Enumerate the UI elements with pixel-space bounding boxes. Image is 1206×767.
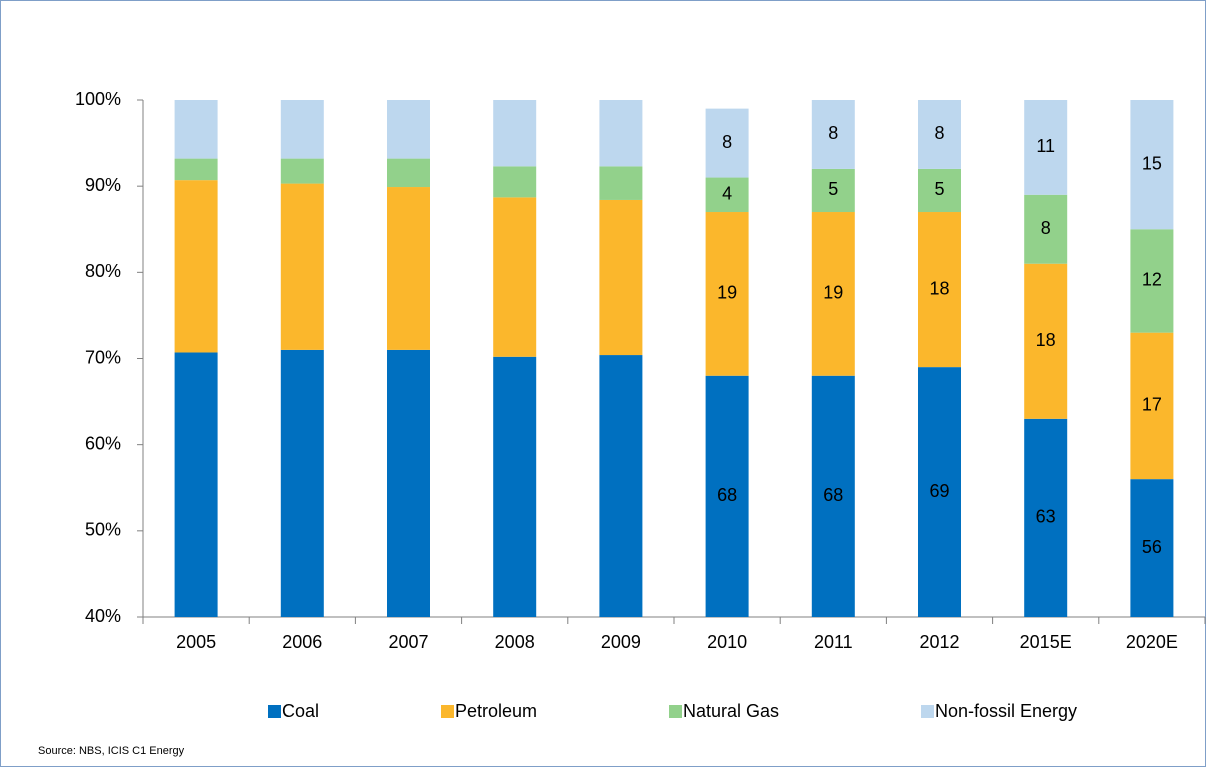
- bar-segment: [280, 349, 324, 617]
- data-label: 19: [823, 283, 843, 303]
- bar-segment: [174, 180, 218, 353]
- bar-segment: [599, 355, 643, 617]
- data-label: 18: [1036, 330, 1056, 350]
- data-label: 15: [1142, 153, 1162, 173]
- bar-segment: [1024, 418, 1068, 617]
- data-label: 69: [929, 481, 949, 501]
- data-label: 18: [929, 278, 949, 298]
- bar-segment: [387, 349, 430, 617]
- bar-segment: [1024, 100, 1068, 195]
- data-label: 4: [722, 184, 732, 204]
- x-tick-label: 2006: [282, 632, 322, 652]
- x-tick-label: 2011: [814, 632, 853, 652]
- legend-label: Coal: [282, 701, 319, 721]
- bar-segment: [811, 168, 855, 213]
- data-label: 11: [1036, 136, 1055, 156]
- x-tick-label: 2010: [707, 632, 747, 652]
- bar-segment: [493, 100, 537, 167]
- bar-segment: [705, 212, 749, 376]
- data-label: 17: [1142, 395, 1162, 415]
- y-tick-label: 100%: [75, 89, 121, 109]
- x-tick-label: 2005: [176, 632, 216, 652]
- bar-segment: [1024, 194, 1068, 264]
- x-tick-label: 2008: [495, 632, 535, 652]
- y-tick-label: 40%: [85, 606, 121, 626]
- y-tick-label: 50%: [85, 520, 121, 540]
- bar-segment: [174, 158, 218, 181]
- data-label: 12: [1142, 270, 1162, 290]
- bar-segment: [918, 100, 961, 169]
- x-tick-label: 2020E: [1126, 632, 1178, 652]
- data-label: 56: [1142, 537, 1162, 557]
- x-tick-label: 2012: [919, 632, 959, 652]
- bar-segment: [918, 212, 961, 368]
- y-tick-label: 60%: [85, 433, 121, 453]
- bar-segment: [280, 183, 324, 350]
- bar-segment: [387, 187, 430, 350]
- bar-segment: [280, 158, 324, 184]
- bar-segment: [493, 166, 537, 198]
- bar-segment: [493, 356, 537, 617]
- legend-swatch: [268, 705, 281, 718]
- legend-swatch: [441, 705, 454, 718]
- bar-segment: [599, 199, 643, 356]
- legend-swatch: [669, 705, 682, 718]
- data-label: 68: [717, 485, 737, 505]
- legend-label: Petroleum: [455, 701, 537, 721]
- bar-segment: [811, 100, 855, 169]
- bar-segment: [387, 100, 430, 159]
- bar-segment: [493, 197, 537, 357]
- legend-label: Non-fossil Energy: [935, 701, 1077, 721]
- data-label: 19: [717, 283, 737, 303]
- data-label: 8: [1041, 218, 1051, 238]
- bar-segment: [174, 100, 218, 159]
- bar-segment: [1130, 229, 1174, 333]
- bar-segment: [918, 168, 961, 213]
- y-tick-label: 70%: [85, 347, 121, 367]
- bar-segment: [705, 177, 749, 213]
- bar-segment: [387, 158, 430, 188]
- data-label: 68: [823, 485, 843, 505]
- bar-segment: [1130, 332, 1174, 480]
- source-note: Source: NBS, ICIS C1 Energy: [38, 745, 185, 757]
- data-label: 8: [828, 123, 838, 143]
- legend-label: Natural Gas: [683, 701, 779, 721]
- bar-segment: [705, 375, 749, 617]
- bar-segment: [280, 100, 324, 159]
- y-tick-label: 80%: [85, 261, 121, 281]
- bar-segment: [1130, 479, 1174, 617]
- bar-segment: [811, 212, 855, 376]
- x-tick-label: 2015E: [1020, 632, 1072, 652]
- bar-segment: [599, 100, 643, 167]
- bar-segment: [1024, 263, 1068, 419]
- bar-segment: [918, 367, 961, 617]
- x-tick-label: 2009: [601, 632, 641, 652]
- bar-segment: [811, 375, 855, 617]
- x-tick-label: 2007: [388, 632, 428, 652]
- data-label: 8: [722, 132, 732, 152]
- bar-segment: [1130, 100, 1174, 230]
- data-label: 5: [934, 179, 944, 199]
- bar-segment: [705, 108, 749, 178]
- legend-swatch: [921, 705, 934, 718]
- y-tick-label: 90%: [85, 175, 121, 195]
- data-label: 63: [1036, 507, 1056, 527]
- data-label: 5: [828, 179, 838, 199]
- bar-segment: [599, 166, 643, 200]
- data-label: 8: [934, 123, 944, 143]
- bar-segment: [174, 352, 218, 617]
